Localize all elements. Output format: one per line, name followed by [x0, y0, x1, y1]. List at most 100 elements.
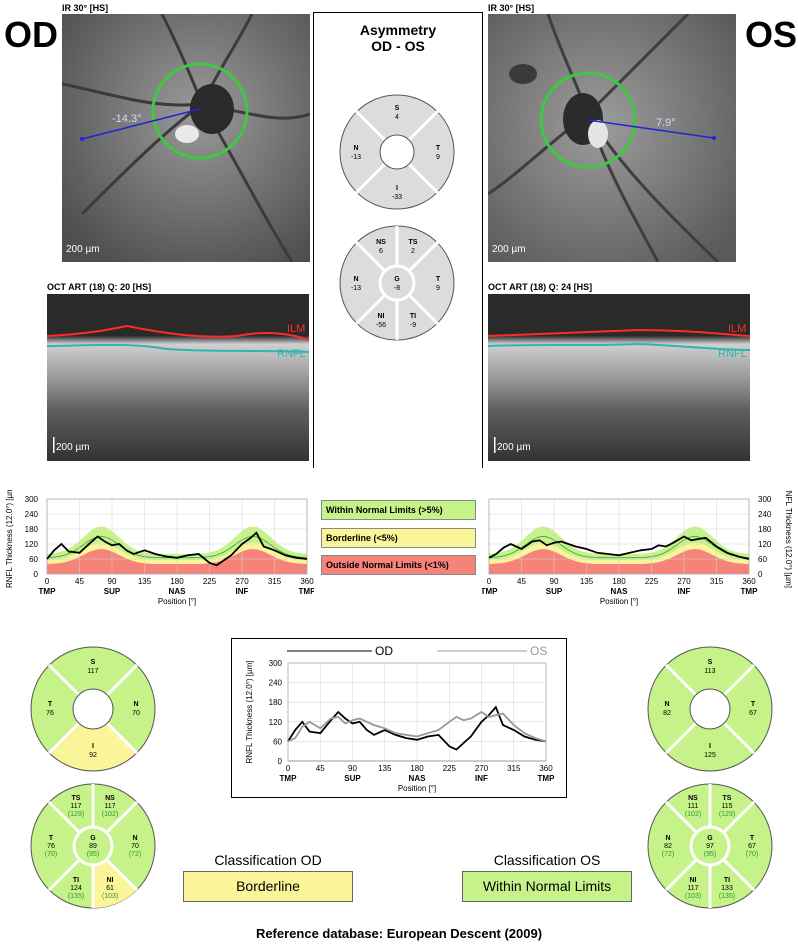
svg-text:NS: NS [376, 239, 386, 246]
svg-text:I: I [396, 185, 398, 192]
svg-text:TS: TS [72, 795, 81, 802]
od-scan-circle [151, 62, 249, 160]
od-quad-n: 70 [132, 710, 140, 717]
svg-text:T: T [436, 145, 441, 152]
os-sec-t-normal: (70) [746, 851, 758, 858]
series-line-os [488, 535, 750, 560]
od-quadrant-chart: S 117 T 76 N 70 I 92 [30, 646, 156, 772]
x-axis-label: Position [°] [158, 597, 196, 606]
od-quad-t: 76 [46, 710, 54, 717]
od-oct-image[interactable]: ILM RNFL [47, 294, 309, 461]
x-tick-label: 135 [580, 577, 594, 586]
od-quad-s: 117 [87, 668, 98, 675]
svg-text:S: S [708, 659, 713, 666]
x-region-label: INF [475, 774, 488, 783]
svg-text:TS: TS [409, 239, 418, 246]
y-tick-label: 0 [34, 570, 39, 579]
os-quadrant-chart: S 113 N 82 T 67 I 125 [647, 646, 773, 772]
series-line-od [46, 531, 308, 567]
svg-text:T: T [751, 701, 756, 708]
os-sec-g-normal: (95) [704, 851, 716, 858]
legend-od-label: OD [375, 644, 393, 658]
od-oct-scale: 200 µm [56, 442, 90, 453]
classification-od-value: Borderline [183, 871, 353, 902]
os-fundus-title: IR 30° [HS] [488, 3, 535, 13]
x-tick-label: 90 [550, 577, 559, 586]
svg-text:S: S [395, 105, 400, 112]
x-tick-label: 45 [75, 577, 84, 586]
asym-quad-i: -33 [392, 194, 402, 201]
x-axis-label: Position [°] [398, 784, 436, 793]
x-region-label: TMP [741, 587, 759, 596]
os-sec-ts: 115 [721, 803, 732, 810]
x-tick-label: 270 [475, 764, 489, 773]
x-tick-label: 270 [677, 577, 691, 586]
x-tick-label: 360 [539, 764, 553, 773]
x-region-label: SUP [104, 587, 121, 596]
series-line-os [287, 710, 547, 743]
classification-os-value: Within Normal Limits [462, 871, 632, 902]
x-region-label: NAS [169, 587, 187, 596]
x-region-label: INF [678, 587, 691, 596]
asym-quad-n: -13 [351, 154, 361, 161]
legend-within: Within Normal Limits (>5%) [321, 500, 476, 520]
y-tick-label: 240 [269, 679, 283, 688]
plot-frame [287, 662, 547, 762]
svg-text:G: G [90, 835, 96, 842]
asym-sec-n: -13 [351, 285, 361, 292]
x-tick-label: 180 [170, 577, 184, 586]
svg-text:NS: NS [105, 795, 115, 802]
od-label: OD [4, 14, 58, 55]
asymmetry-panel [313, 12, 483, 468]
y-tick-label: 300 [758, 495, 772, 504]
svg-text:NI: NI [690, 877, 697, 884]
x-tick-label: 135 [378, 764, 392, 773]
od-sec-t: 76 [47, 843, 55, 850]
legend-borderline-label: Borderline (<5%) [326, 533, 398, 543]
x-tick-label: 180 [410, 764, 424, 773]
od-fundus-image[interactable]: -14.3° [62, 14, 310, 262]
x-region-label: TMP [280, 774, 298, 783]
od-fundus-title: IR 30° [HS] [62, 3, 109, 13]
combined-plot-box [231, 638, 567, 798]
od-oct-svg: ILM RNFL [47, 294, 309, 461]
svg-text:TS: TS [723, 795, 732, 802]
x-tick-label: 225 [203, 577, 217, 586]
y-axis-label: RNFL Thickness (12.0°) [µm] [5, 490, 14, 588]
od-sec-ti: 124 [70, 885, 82, 892]
os-sec-ts-normal: (129) [719, 811, 735, 818]
plot-frame [46, 498, 308, 575]
os-fundus-image[interactable]: 7.9° [488, 14, 736, 262]
asym-quad-s: 4 [395, 114, 399, 121]
os-sec-g: 97 [706, 843, 714, 850]
os-oct-image[interactable]: ILM RNFL [488, 294, 750, 461]
x-region-label: TMP [39, 587, 57, 596]
svg-text:T: T [48, 701, 53, 708]
od-sector-chart: TS 117 (129) NS 117 (102) T 76 (70) G 89… [30, 783, 156, 909]
asym-sec-ns: 6 [379, 248, 383, 255]
os-label: OS [745, 14, 798, 55]
x-tick-label: 360 [742, 577, 756, 586]
asym-sec-ni: -56 [376, 322, 386, 329]
y-tick-label: 120 [269, 718, 283, 727]
x-tick-label: 0 [286, 764, 291, 773]
svg-text:I: I [92, 743, 94, 750]
od-sec-ti-normal: (135) [68, 893, 84, 900]
y-axis-label: RNFL Thickness (12.0°) [µm] [245, 661, 254, 764]
svg-text:I: I [709, 743, 711, 750]
od-sec-g: 89 [89, 843, 97, 850]
x-region-label: TMP [482, 587, 498, 596]
svg-text:T: T [49, 835, 54, 842]
svg-text:TI: TI [724, 877, 730, 884]
y-tick-label: 60 [273, 737, 282, 746]
x-tick-label: 45 [517, 577, 526, 586]
y-tick-label: 300 [269, 659, 283, 668]
svg-text:N: N [132, 835, 137, 842]
svg-text:NI: NI [107, 877, 114, 884]
os-oct-title: OCT ART (18) Q: 24 [HS] [488, 282, 593, 292]
od-angle: -14.3° [112, 113, 141, 125]
os-sec-ns-normal: (102) [685, 811, 701, 818]
